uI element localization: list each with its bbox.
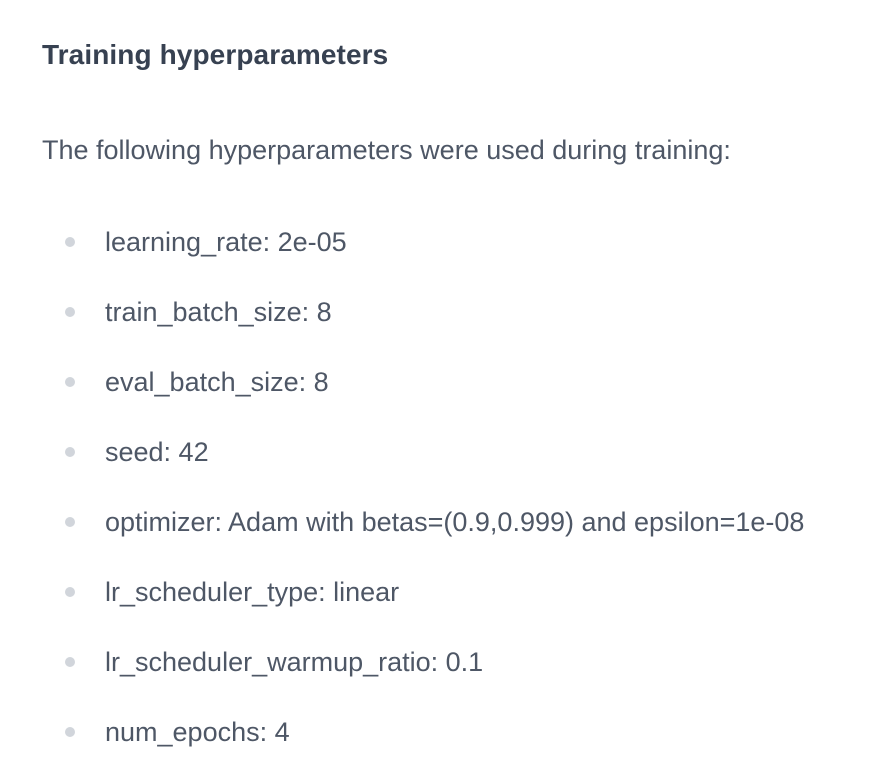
bullet-icon: [65, 377, 75, 387]
list-item: lr_scheduler_type: linear: [42, 574, 847, 610]
section-heading: Training hyperparameters: [42, 39, 389, 70]
list-item: learning_rate: 2e-05: [42, 224, 847, 260]
list-item: optimizer: Adam with betas=(0.9,0.999) a…: [42, 504, 847, 540]
bullet-icon: [65, 727, 75, 737]
section-intro: The following hyperparameters were used …: [42, 135, 731, 165]
list-item-text: lr_scheduler_warmup_ratio: 0.1: [105, 647, 484, 677]
list-item-text: lr_scheduler_type: linear: [105, 577, 400, 607]
list-item-text: learning_rate: 2e-05: [105, 227, 347, 257]
bullet-icon: [65, 447, 75, 457]
list-item-text: seed: 42: [105, 437, 209, 467]
bullet-icon: [65, 657, 75, 667]
bullet-icon: [65, 237, 75, 247]
bullet-icon: [65, 307, 75, 317]
list-item: lr_scheduler_warmup_ratio: 0.1: [42, 644, 847, 680]
list-item: seed: 42: [42, 434, 847, 470]
list-item-text: eval_batch_size: 8: [105, 367, 329, 397]
hyperparameter-list: learning_rate: 2e-05 train_batch_size: 8…: [42, 224, 847, 750]
list-item-text: optimizer: Adam with betas=(0.9,0.999) a…: [105, 507, 805, 537]
bullet-icon: [65, 587, 75, 597]
training-hyperparameters-section: Training hyperparameters The following h…: [42, 39, 847, 750]
list-item: eval_batch_size: 8: [42, 364, 847, 400]
bullet-icon: [65, 517, 75, 527]
list-item-text: num_epochs: 4: [105, 717, 290, 747]
list-item: train_batch_size: 8: [42, 294, 847, 330]
list-item: num_epochs: 4: [42, 714, 847, 750]
list-item-text: train_batch_size: 8: [105, 297, 332, 327]
